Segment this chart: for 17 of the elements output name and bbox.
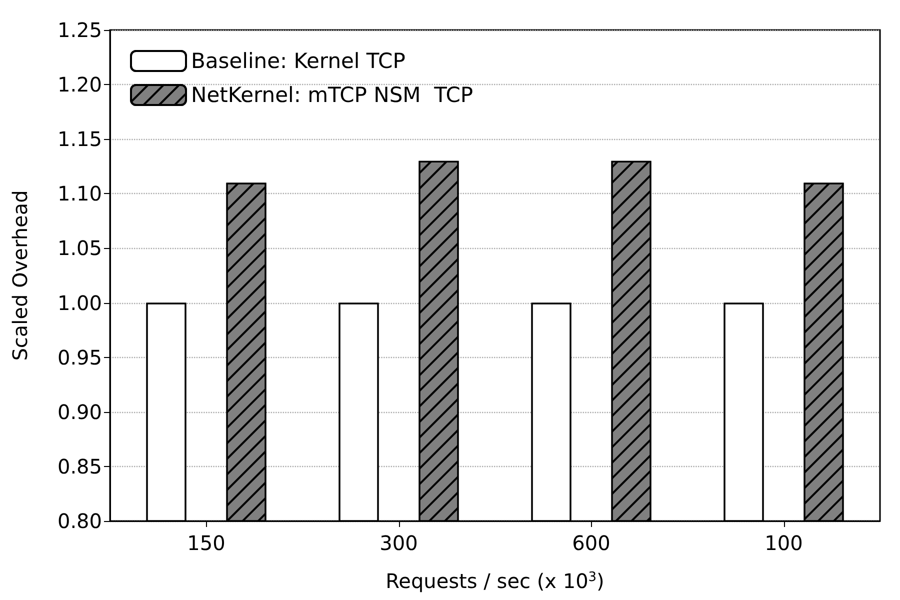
- x-tick-label: 100: [764, 531, 803, 555]
- y-tick-label: 1.20: [57, 72, 102, 97]
- y-tick-label: 0.90: [57, 400, 102, 424]
- y-tick-label: 0.85: [57, 454, 102, 478]
- y-tick-label: 1.15: [57, 127, 102, 152]
- y-tick-label: 0.95: [57, 345, 102, 370]
- legend-label: NetKernel: mTCP NSM TCP: [191, 83, 474, 107]
- x-tick-label: 300: [380, 531, 418, 555]
- y-tick-label: 0.80: [57, 509, 102, 533]
- y-tick-label: 1.25: [57, 18, 102, 42]
- x-tick-label: 600: [572, 531, 610, 555]
- x-tick-label: 150: [187, 531, 226, 555]
- y-tick-label: 1.00: [57, 290, 102, 315]
- y-tick-label: 1.05: [57, 236, 102, 260]
- legend-label: Baseline: Kernel TCP: [191, 49, 406, 73]
- y-tick-label: 1.10: [57, 182, 102, 206]
- y-axis-title: Scaled Overhead: [8, 190, 32, 361]
